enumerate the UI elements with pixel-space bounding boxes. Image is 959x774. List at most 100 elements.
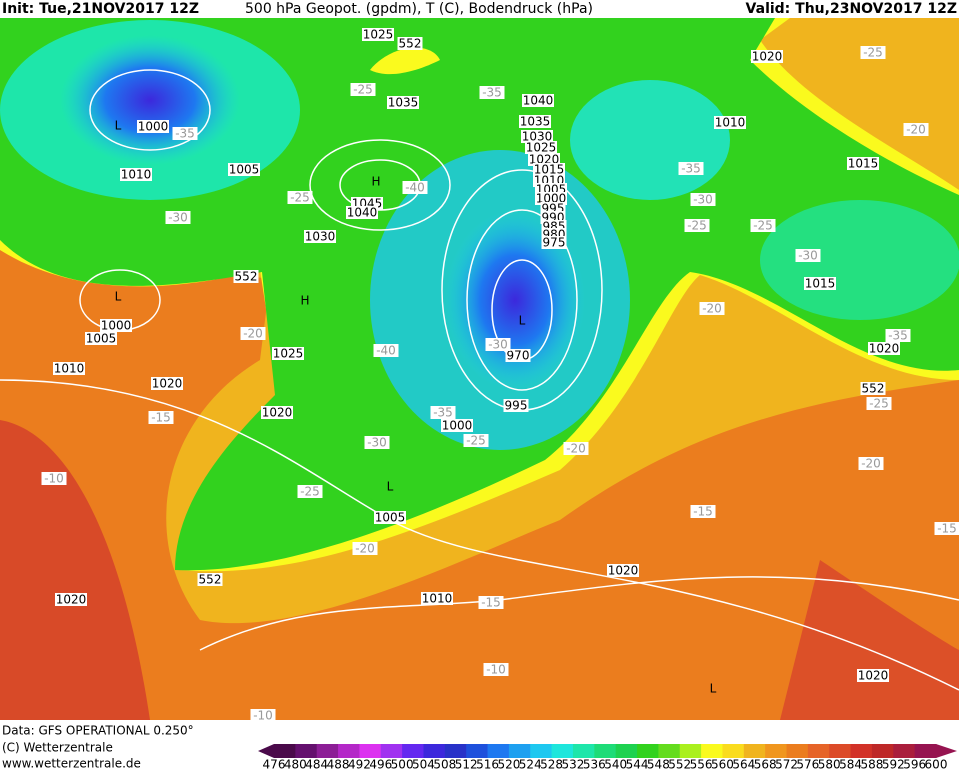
colorbar-swatch [787,744,809,758]
colorbar-label: 492 [348,758,371,771]
temperature-label: -20 [702,302,722,316]
colorbar-label: 476 [263,758,286,771]
isobar-label: 1000 [442,419,473,433]
colorbar-label: 580 [818,758,841,771]
colorbar-swatch [402,744,424,758]
isobar-label: 1035 [388,96,419,110]
cold-pool [570,80,730,200]
colorbar-swatch [658,744,680,758]
colorbar-label: 596 [903,758,926,771]
colorbar-swatch [829,744,851,758]
colorbar-label: 500 [391,758,414,771]
colorbar-swatch [509,744,531,758]
isobar-label: 995 [505,399,528,413]
colorbar-swatch [381,744,403,758]
isobar-label: 1000 [138,120,169,134]
colorbar-swatch [488,744,510,758]
temperature-label: -15 [693,505,713,519]
colorbar-label: 564 [732,758,755,771]
colorbar-label: 556 [690,758,713,771]
isobar-label: 1020 [262,406,293,420]
isobar-label: 1010 [422,592,453,606]
isobar-label: 1015 [848,157,879,171]
temperature-label: -20 [566,442,586,456]
colorbar-swatch [893,744,915,758]
temperature-label: -15 [151,411,171,425]
colorbar-swatch [423,744,445,758]
temperature-label: -35 [175,127,195,141]
temperature-label: -30 [798,249,818,263]
isobar-label: 1010 [715,116,746,130]
isobar-label: 552 [199,573,222,587]
pressure-center: H [371,175,380,189]
temperature-label: -20 [861,457,881,471]
temperature-label: -15 [937,522,957,536]
colorbar-label: 536 [583,758,606,771]
colorbar-label: 572 [775,758,798,771]
temperature-label: -35 [681,162,701,176]
colorbar-label: 524 [519,758,542,771]
temperature-label: -25 [300,485,320,499]
colorbar-label: 592 [882,758,905,771]
valid-time: Valid: Thu,23NOV2017 12Z [746,1,957,17]
colorbar-label: 532 [562,758,585,771]
pressure-center: L [115,290,122,304]
cold-pool [760,200,959,320]
isobar-label: 1020 [152,377,183,391]
isobar-label: 552 [399,37,422,51]
temperature-label: -20 [243,327,263,341]
temperature-label: -25 [466,434,486,448]
isobar-label: 1000 [101,319,132,333]
colorbar-label: 520 [497,758,520,771]
isobar-label: 1005 [229,163,260,177]
temperature-label: -20 [355,542,375,556]
colorbar-swatch [915,744,937,758]
isobar-label: 1020 [56,593,87,607]
colorbar-swatch [701,744,723,758]
pressure-center: L [710,682,717,696]
copyright: (C) Wetterzentrale [2,741,113,755]
pressure-center: L [387,480,394,494]
colorbar-label: 560 [711,758,734,771]
temperature-label: -35 [482,86,502,100]
colorbar-swatch [530,744,552,758]
init-time: Init: Tue,21NOV2017 12Z [2,1,199,17]
temperature-label: -25 [863,46,883,60]
colorbar-swatch [274,744,296,758]
isobar-label: 1040 [347,206,378,220]
cold-pool [60,35,240,165]
temperature-label: -25 [353,83,373,97]
colorbar-label: 496 [369,758,392,771]
temperature-label: -25 [869,397,889,411]
colorbar-label: 540 [604,758,627,771]
colorbar-label: 488 [327,758,350,771]
pressure-center: L [115,119,122,133]
colorbar-swatch [765,744,787,758]
isobar-label: 1005 [86,332,117,346]
isobar-label: 552 [235,270,258,284]
colorbar-swatch [616,744,638,758]
colorbar-label: 508 [433,758,456,771]
temperature-label: -40 [376,344,396,358]
pressure-center: L [519,314,526,328]
colorbar-arrow [936,744,957,758]
website: www.wetterzentrale.de [2,757,141,771]
isobar-label: 552 [862,382,885,396]
temperature-label: -30 [693,193,713,207]
temperature-label: -30 [488,338,508,352]
colorbar-label: 576 [796,758,819,771]
isobar-label: 1020 [752,50,783,64]
isobar-label: 1020 [608,564,639,578]
colorbar-swatch [552,744,574,758]
colorbar-label: 552 [668,758,691,771]
colorbar-swatch [573,744,595,758]
isobar-label: 1025 [363,28,394,42]
isobar-label: 1010 [54,362,85,376]
colorbar-arrow [258,744,274,758]
isobar-label: 1025 [273,347,304,361]
temperature-label: -25 [290,191,310,205]
colorbar-label: 512 [455,758,478,771]
colorbar-label: 600 [925,758,948,771]
temperature-label: -10 [253,709,273,723]
